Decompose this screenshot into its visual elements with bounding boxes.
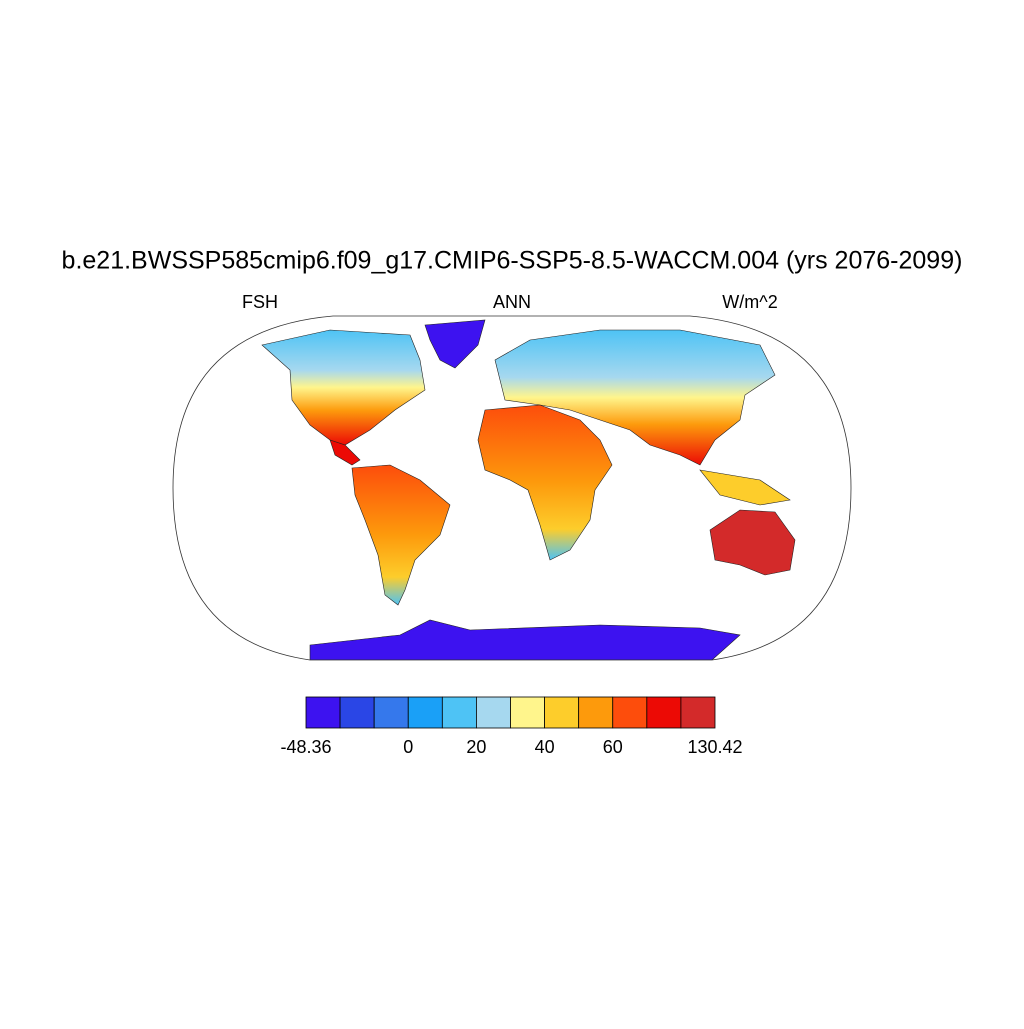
colorbar-box [680,696,716,729]
colorbar-box [544,696,580,729]
season-label: ANN [493,292,531,312]
colorbar-box [646,696,682,729]
colorbar-box [441,696,477,729]
colorbar-label: 130.42 [687,737,742,757]
southeast-asia [699,469,791,506]
colorbar-label: 40 [535,737,555,757]
colorbar-box [407,696,443,729]
colorbar-label: 20 [466,737,486,757]
map [261,319,796,660]
colorbar-box [476,696,511,729]
title: b.e21.BWSSP585cmip6.f09_g17.CMIP6-SSP5-8… [62,247,963,275]
greenland [424,319,486,369]
colorbar-box [373,696,409,729]
eurasia [494,329,776,466]
colorbar-label: 60 [603,737,623,757]
north-america [261,329,426,446]
colorbar-label: 0 [403,737,413,757]
australia [709,509,796,576]
africa [477,404,613,561]
colorbar-box [305,696,341,729]
colorbar-box [510,696,545,729]
colorbar-box [578,696,614,729]
colorbar-label: -48.36 [280,737,331,757]
variable-label: FSH [242,292,278,312]
south-america [351,464,451,606]
colorbar: -48.36 0 20 40 60 130.42 [280,696,743,757]
map-outline [172,315,852,661]
central-america [329,439,361,466]
units-label: W/m^2 [722,292,777,312]
colorbar-box [612,696,648,729]
antarctica [309,619,741,660]
colorbar-box [339,696,375,729]
